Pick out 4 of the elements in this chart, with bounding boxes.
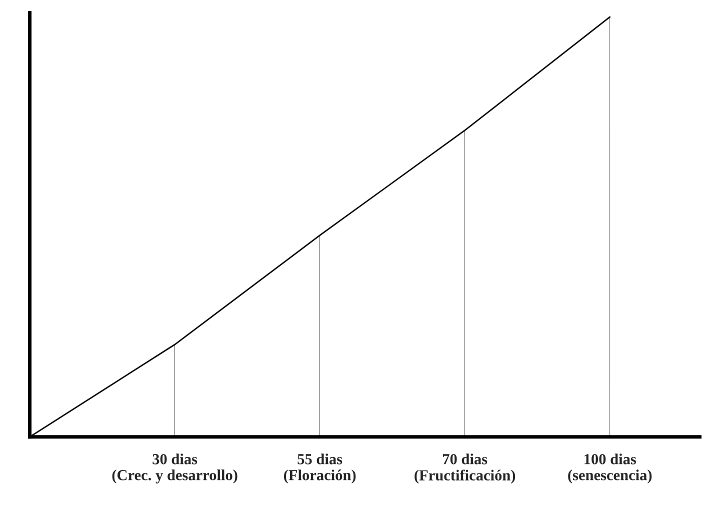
x-tick-label: 30 dias (Crec. y desarrollo)	[112, 454, 238, 484]
x-tick-label: 70 dias (Fructificación)	[414, 454, 516, 484]
x-tick-label: 55 dias (Floración)	[284, 454, 356, 484]
x-tick-label: 100 dias (senescencia)	[568, 454, 652, 484]
